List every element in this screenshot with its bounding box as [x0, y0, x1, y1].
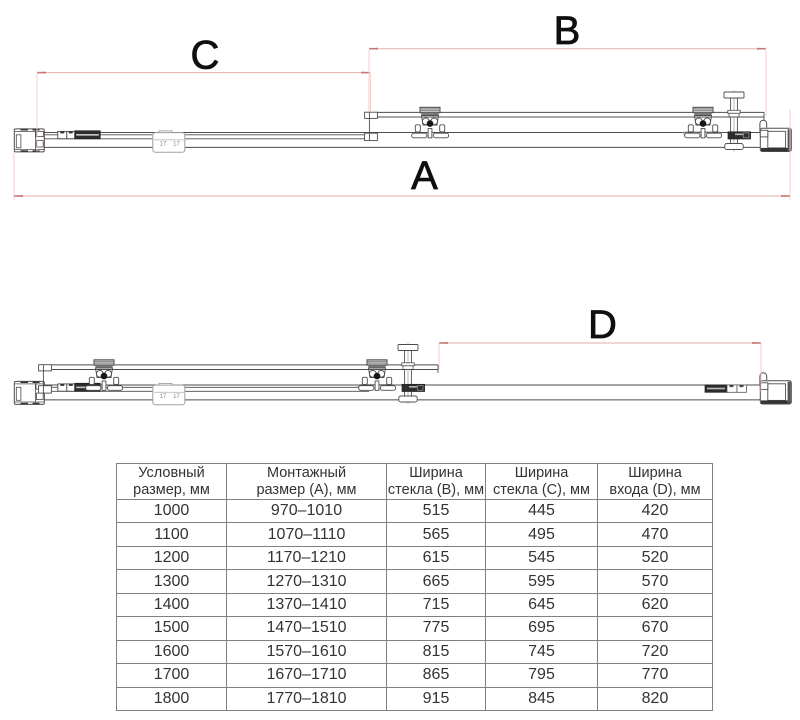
svg-text:17: 17	[160, 142, 167, 148]
svg-text:17: 17	[173, 142, 180, 148]
svg-text:A: A	[411, 154, 438, 198]
svg-text:B: B	[554, 9, 581, 53]
svg-text:C: C	[191, 34, 220, 78]
svg-text:D: D	[588, 303, 617, 347]
